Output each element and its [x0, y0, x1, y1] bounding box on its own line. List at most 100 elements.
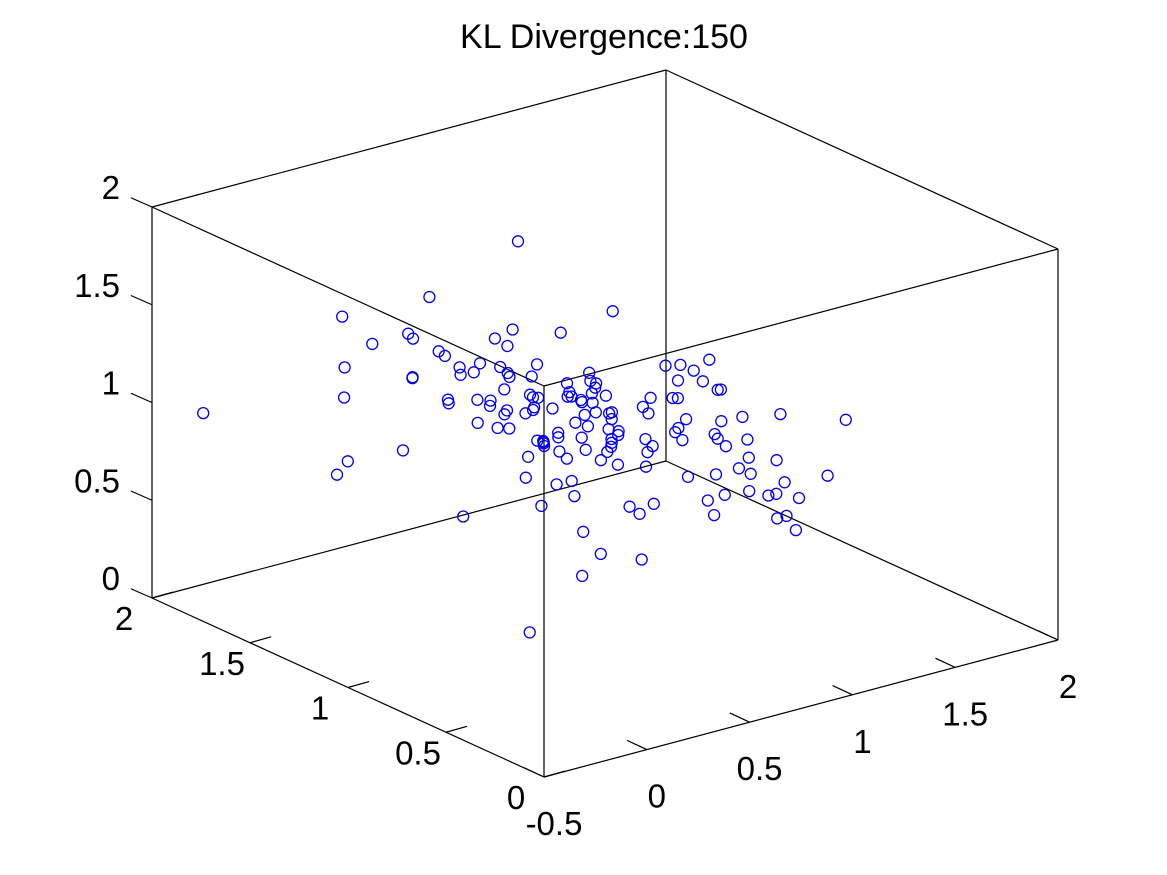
data-point: [491, 421, 504, 435]
z-tick-label: 0.5: [74, 462, 120, 499]
data-point: [681, 470, 695, 483]
data-point: [488, 332, 502, 345]
data-point: [471, 393, 484, 406]
data-point: [576, 569, 589, 583]
data-point: [611, 458, 625, 471]
data-point: [606, 305, 619, 318]
data-point: [396, 444, 410, 457]
data-point: [561, 390, 574, 403]
x-tick: [626, 739, 648, 751]
box-edge: [665, 460, 1059, 641]
y-tick-label: 0: [507, 779, 525, 816]
data-point: [585, 387, 599, 400]
data-point: [423, 290, 436, 304]
z-tick-label: 1: [102, 365, 120, 402]
data-point: [553, 445, 566, 458]
data-point: [578, 408, 591, 422]
data-point: [672, 421, 685, 435]
data-point: [771, 512, 784, 525]
data-point: [718, 488, 731, 501]
data-point: [605, 412, 618, 426]
data-point: [535, 499, 548, 513]
z-tick: [130, 588, 153, 599]
data-point: [612, 425, 625, 438]
x-tick: [832, 685, 853, 696]
data-point: [526, 391, 540, 404]
box-edge: [151, 206, 545, 387]
data-point: [521, 450, 535, 463]
data-point: [669, 426, 682, 439]
data-point: [715, 415, 728, 428]
data-point: [780, 509, 793, 523]
data-point: [635, 553, 648, 566]
z-tick-label: 2: [102, 169, 120, 206]
x-tick: [935, 657, 956, 668]
data-point: [709, 468, 723, 481]
data-point: [719, 440, 733, 453]
x-tick-label: 1.5: [942, 695, 988, 732]
data-points: [197, 235, 852, 639]
data-point: [639, 432, 652, 446]
y-tick: [347, 680, 370, 689]
box-edge: [665, 69, 1059, 250]
data-point: [605, 406, 619, 419]
data-point: [770, 487, 783, 500]
data-point: [473, 357, 487, 370]
data-point: [642, 407, 655, 420]
x-tick-label: 0: [648, 778, 666, 815]
data-point: [537, 435, 550, 449]
axes-box: [151, 69, 1059, 778]
data-point: [523, 626, 536, 639]
data-point: [560, 452, 574, 465]
data-point: [605, 436, 618, 449]
data-point: [679, 413, 693, 426]
x-tick-label: -0.5: [526, 805, 583, 842]
data-point: [432, 345, 445, 358]
data-point: [604, 440, 618, 453]
data-point: [483, 399, 497, 413]
data-point: [736, 410, 749, 424]
data-point: [770, 454, 783, 467]
data-point: [666, 391, 679, 405]
data-point: [707, 508, 721, 522]
data-point: [338, 361, 351, 374]
data-point: [711, 383, 724, 396]
data-point: [589, 377, 603, 390]
data-point: [584, 374, 597, 388]
data-point: [506, 323, 519, 336]
data-point: [594, 547, 607, 561]
data-point: [674, 358, 687, 372]
y-tick: [249, 636, 272, 644]
z-tick: [130, 294, 153, 306]
data-point: [671, 374, 685, 387]
data-point: [519, 407, 532, 420]
data-point: [501, 339, 514, 353]
y-tick: [543, 770, 566, 778]
data-point: [687, 364, 700, 377]
data-point: [641, 446, 654, 459]
data-point: [743, 484, 756, 498]
data-point: [762, 489, 775, 502]
data-point: [732, 462, 746, 475]
data-point: [550, 478, 563, 491]
data-point: [484, 394, 497, 407]
data-point: [581, 420, 595, 433]
data-point: [494, 360, 507, 374]
data-point: [406, 371, 419, 385]
data-point: [623, 500, 636, 513]
data-point: [792, 491, 806, 505]
data-point: [337, 391, 351, 404]
data-point: [330, 468, 344, 481]
y-tick-label: 0.5: [395, 734, 441, 771]
data-point: [441, 393, 455, 406]
data-point: [676, 433, 689, 447]
data-point: [552, 431, 565, 444]
z-tick-label: 1.5: [74, 267, 120, 304]
data-point: [778, 476, 791, 489]
data-point: [594, 454, 608, 467]
data-point: [644, 391, 657, 404]
y-tick-label: 1.5: [199, 645, 245, 682]
data-point: [341, 455, 354, 468]
data-point: [336, 310, 349, 323]
data-point: [744, 467, 757, 480]
